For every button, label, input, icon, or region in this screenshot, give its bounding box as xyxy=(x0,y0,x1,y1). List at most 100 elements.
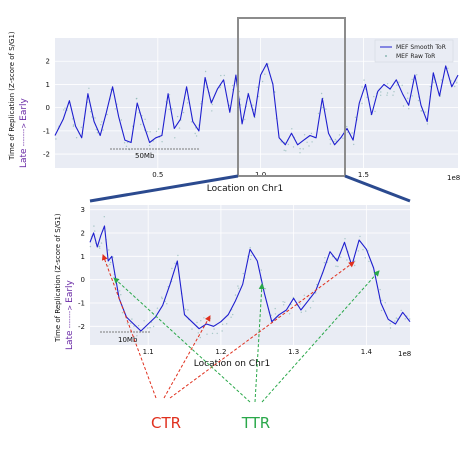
bottom-raw-point xyxy=(99,245,101,247)
top-raw-point xyxy=(333,140,335,143)
bottom-raw-point xyxy=(389,327,392,329)
top-raw-point xyxy=(426,123,429,125)
top-raw-point xyxy=(292,146,295,148)
top-raw-point xyxy=(261,80,264,83)
bottom-raw-point xyxy=(200,320,202,322)
top-raw-point xyxy=(335,140,337,142)
bottom-raw-point xyxy=(324,257,326,259)
top-raw-point xyxy=(346,125,348,128)
top-raw-point xyxy=(393,91,395,93)
bottom-raw-point xyxy=(394,320,396,322)
top-raw-point xyxy=(168,94,171,96)
bottom-raw-point xyxy=(126,323,129,325)
top-raw-point xyxy=(429,85,432,88)
bottom-raw-point xyxy=(400,309,402,312)
top-raw-point xyxy=(416,74,418,76)
top-raw-point xyxy=(101,121,103,123)
bottom-raw-point xyxy=(303,294,305,296)
top-raw-point xyxy=(440,79,443,81)
top-raw-point xyxy=(140,123,142,126)
top-raw-point xyxy=(353,143,355,146)
bottom-raw-point xyxy=(133,325,135,327)
top-raw-point xyxy=(171,108,173,110)
bottom-raw-point xyxy=(381,299,383,302)
top-raw-point xyxy=(317,112,320,115)
top-raw-point xyxy=(72,124,75,126)
bottom-raw-point xyxy=(380,309,383,312)
top-raw-point xyxy=(71,118,74,120)
top-raw-point xyxy=(310,132,313,135)
bottom-raw-point xyxy=(264,288,267,290)
bottom-raw-point xyxy=(99,247,101,249)
bottom-raw-point xyxy=(234,294,237,296)
top-ylabel: Late------->Early xyxy=(19,97,29,168)
bottom-x-ticks: 1.1 1.2 1.3 1.4 xyxy=(143,348,373,356)
top-raw-point xyxy=(149,131,151,133)
top-raw-point xyxy=(329,143,332,145)
top-raw-point xyxy=(380,91,382,93)
ctr-arrow-2 xyxy=(163,315,211,399)
bottom-raw-point xyxy=(357,250,360,252)
bottom-raw-point xyxy=(316,283,318,286)
bottom-raw-point xyxy=(315,292,317,294)
top-raw-point xyxy=(144,118,146,121)
top-raw-point xyxy=(329,138,331,141)
top-raw-point xyxy=(182,111,185,114)
top-raw-point xyxy=(174,137,176,139)
bottom-raw-point xyxy=(136,335,138,337)
bottom-raw-point xyxy=(191,328,193,330)
top-ylabel-main: Time of Replication (Z-score of S/G1) xyxy=(8,31,16,161)
bottom-raw-point xyxy=(203,317,205,319)
top-raw-point xyxy=(287,143,289,146)
bottom-raw-point xyxy=(149,327,151,329)
top-raw-point xyxy=(433,81,435,83)
top-exponent-label: 1e8 xyxy=(447,174,460,182)
ctr-label: CTR xyxy=(151,414,181,432)
top-raw-point xyxy=(120,119,123,121)
bottom-raw-point xyxy=(109,261,112,264)
top-raw-point xyxy=(386,92,389,94)
bottom-ytick-label-4: 2 xyxy=(81,230,85,238)
bottom-ytick-label-0: -2 xyxy=(78,323,85,331)
top-raw-point xyxy=(401,84,403,87)
top-raw-point xyxy=(411,78,413,81)
bottom-raw-point xyxy=(340,256,342,258)
bottom-raw-point xyxy=(395,317,398,319)
top-raw-point xyxy=(411,95,414,97)
top-raw-point xyxy=(347,131,349,133)
bottom-raw-point xyxy=(213,328,215,330)
top-raw-point xyxy=(211,110,213,112)
bottom-raw-point xyxy=(335,265,337,267)
top-xlabel: Location on Chr1 xyxy=(207,184,283,194)
bottom-raw-point xyxy=(298,300,300,302)
top-raw-point xyxy=(264,73,266,75)
top-raw-point xyxy=(100,124,102,126)
bottom-raw-point xyxy=(337,265,339,268)
bottom-raw-point xyxy=(300,311,302,313)
top-raw-point xyxy=(155,130,158,133)
bottom-raw-point xyxy=(177,254,179,257)
top-raw-point xyxy=(223,74,225,77)
bottom-raw-point xyxy=(284,301,286,303)
top-raw-point xyxy=(63,109,65,111)
top-raw-point xyxy=(320,92,323,95)
bottom-raw-point xyxy=(187,309,189,311)
bottom-raw-point xyxy=(196,321,198,324)
top-raw-point xyxy=(195,135,198,137)
bottom-raw-point xyxy=(354,264,356,267)
top-raw-point xyxy=(456,82,458,84)
bottom-raw-point xyxy=(242,272,244,275)
top-raw-point xyxy=(454,85,456,88)
bottom-xtick-label-3: 1.4 xyxy=(361,348,373,356)
bottom-raw-point xyxy=(305,310,307,312)
bottom-y-ticks: -2 -1 0 1 2 3 xyxy=(78,206,85,331)
top-raw-point xyxy=(194,132,196,135)
ctr-arrow-3 xyxy=(169,261,355,399)
top-raw-point xyxy=(125,145,128,147)
bottom-raw-point xyxy=(211,332,214,335)
top-raw-point xyxy=(136,97,138,100)
top-ytick-label-1: -1 xyxy=(43,127,50,135)
bottom-raw-point xyxy=(409,318,411,320)
bottom-raw-point xyxy=(89,245,92,248)
top-raw-point xyxy=(231,84,234,87)
